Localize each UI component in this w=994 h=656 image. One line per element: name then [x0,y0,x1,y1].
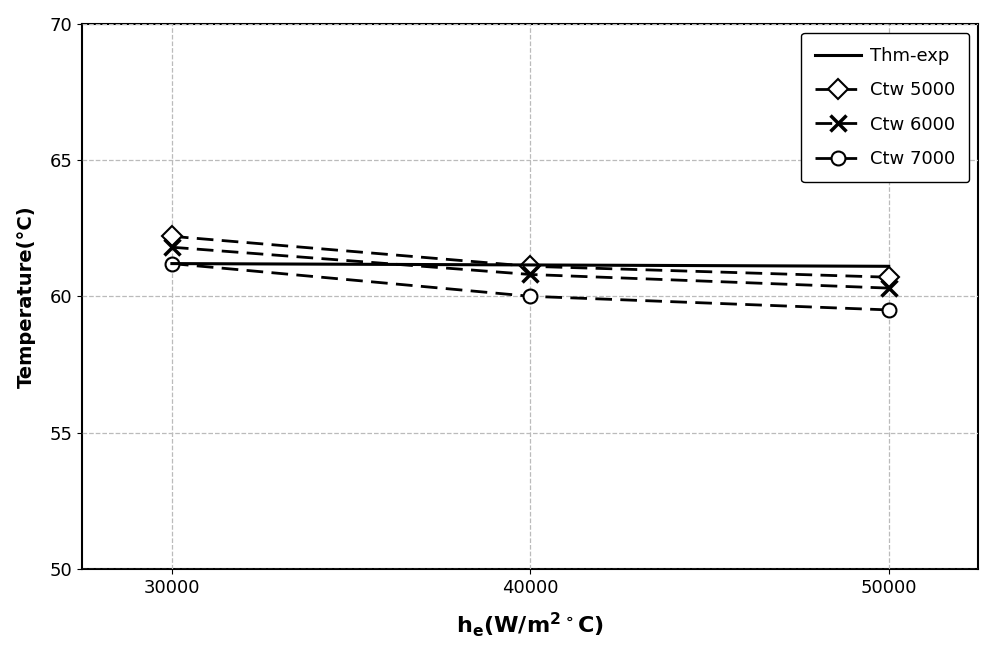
Ctw 6000 [166,243,178,251]
X-axis label: $\mathbf{h_e(W/m^2{^\circ}C)}$: $\mathbf{h_e(W/m^2{^\circ}C)}$ [456,611,603,640]
Ctw 7000 [882,306,894,314]
Line: Thm-exp: Thm-exp [172,264,888,266]
Line: Ctw 5000: Ctw 5000 [165,230,895,284]
Ctw 6000 [882,284,894,292]
Ctw 7000 [166,260,178,268]
Legend: Thm-exp, Ctw 5000, Ctw 6000, Ctw 7000: Thm-exp, Ctw 5000, Ctw 6000, Ctw 7000 [800,33,968,182]
Ctw 5000 [166,232,178,240]
Ctw 7000 [524,293,536,300]
Line: Ctw 6000: Ctw 6000 [163,239,897,297]
Thm-exp [166,260,178,268]
Ctw 6000 [524,270,536,278]
Thm-exp [524,261,536,269]
Thm-exp [882,262,894,270]
Ctw 5000 [882,274,894,281]
Ctw 5000 [524,262,536,270]
Y-axis label: Temperature(°C): Temperature(°C) [17,205,36,388]
Line: Ctw 7000: Ctw 7000 [165,256,895,317]
